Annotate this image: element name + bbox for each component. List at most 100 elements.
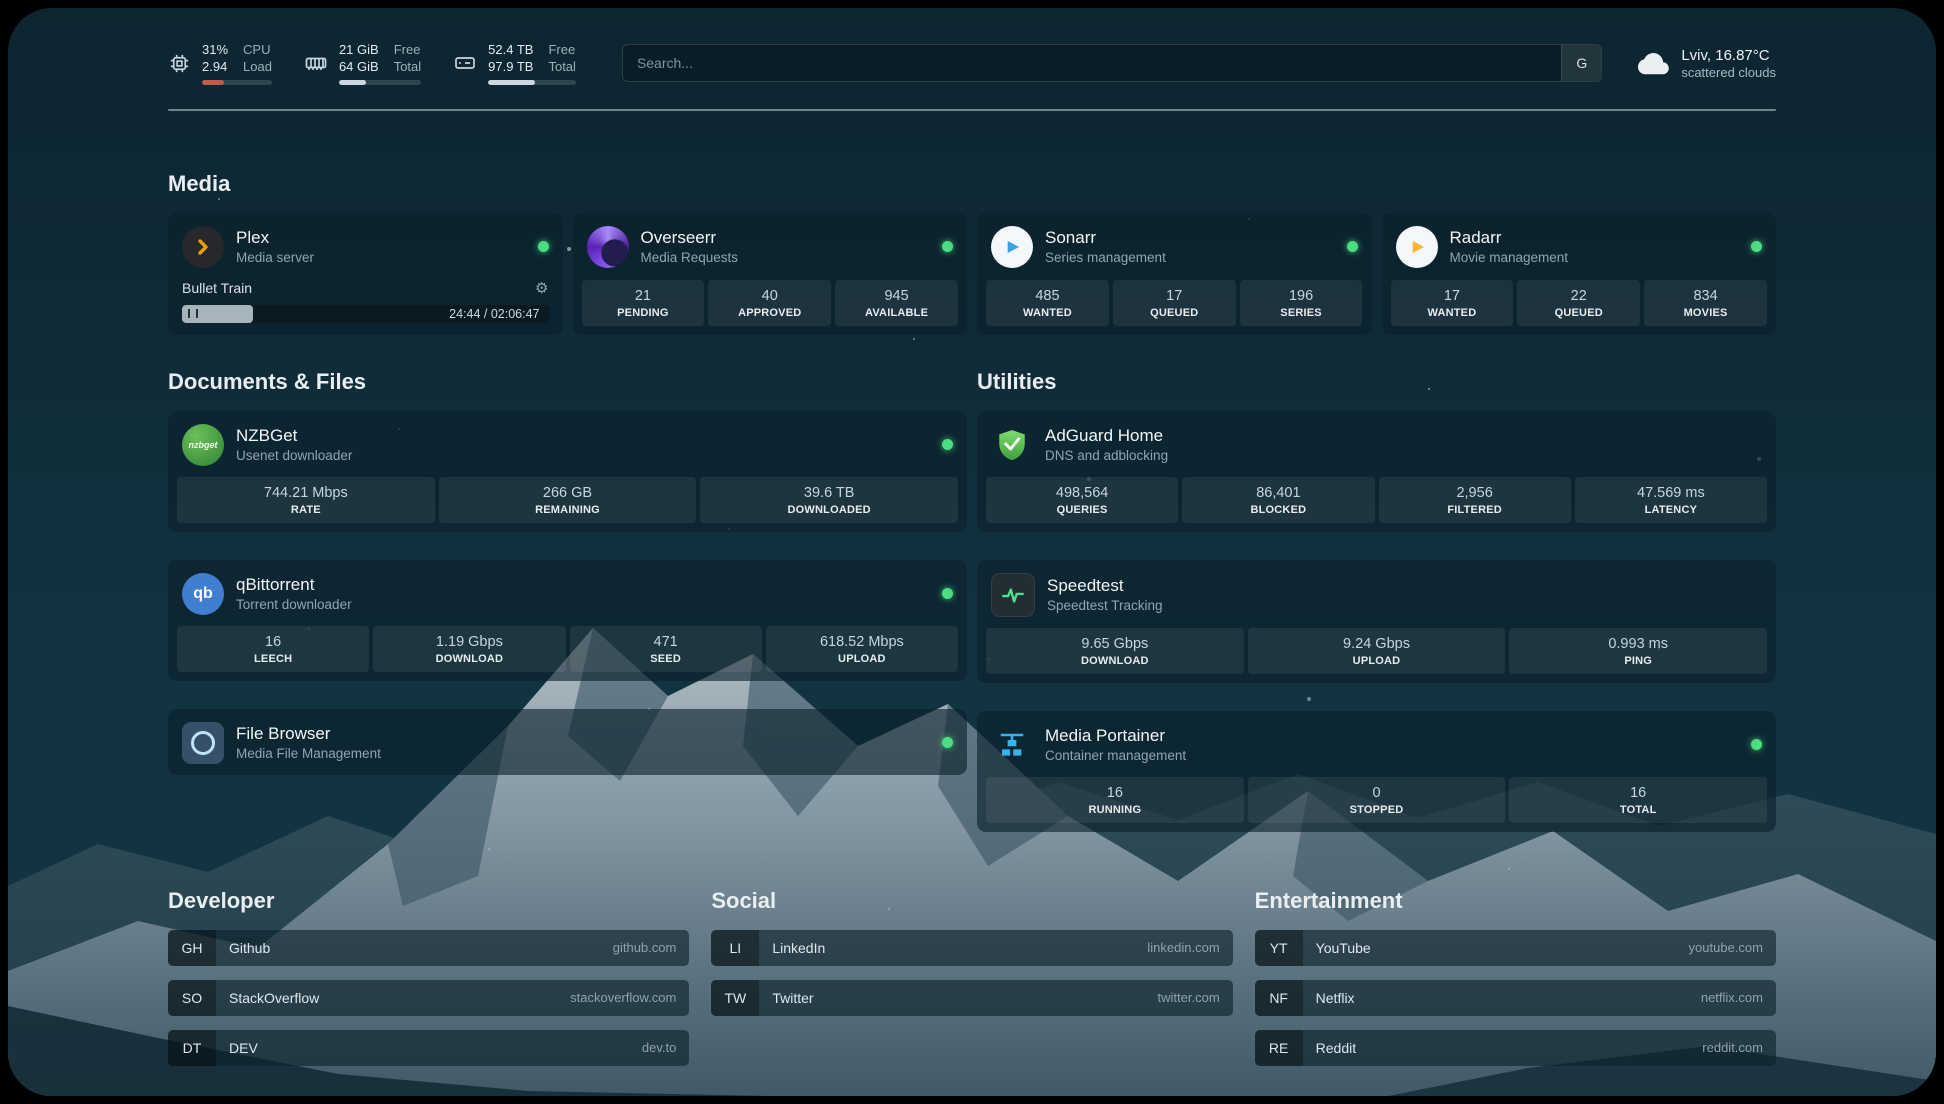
bookmark-name: Netflix bbox=[1316, 990, 1355, 1006]
bookmark-dev[interactable]: DT DEV dev.to bbox=[168, 1030, 689, 1066]
service-card-nzbget[interactable]: nzbget NZBGet Usenet downloader 744.21 M… bbox=[168, 411, 967, 532]
service-name: NZBGet bbox=[236, 426, 352, 446]
service-card-qbittorrent[interactable]: qb qBittorrent Torrent downloader 16 LEE… bbox=[168, 560, 967, 681]
status-dot bbox=[1347, 241, 1358, 252]
service-card-plex[interactable]: Plex Media server Bullet Train ⚙ bbox=[168, 213, 563, 335]
bookmark-name: Reddit bbox=[1316, 1040, 1356, 1056]
stat-queries: 498,564 QUERIES bbox=[986, 477, 1178, 523]
memory-total-label: Total bbox=[394, 59, 421, 76]
bookmark-stackoverflow[interactable]: SO StackOverflow stackoverflow.com bbox=[168, 980, 689, 1016]
bookmark-name: YouTube bbox=[1316, 940, 1371, 956]
search-provider-button[interactable]: G bbox=[1561, 45, 1601, 81]
stat-downloaded: 39.6 TB DOWNLOADED bbox=[700, 477, 958, 523]
stat-upload: 9.24 Gbps UPLOAD bbox=[1248, 628, 1506, 674]
service-card-adguard[interactable]: AdGuard Home DNS and adblocking 498,564 … bbox=[977, 411, 1776, 532]
bookmark-url: youtube.com bbox=[1689, 940, 1763, 955]
disk-usage-bar bbox=[488, 80, 576, 85]
bookmark-youtube[interactable]: YT YouTube youtube.com bbox=[1255, 930, 1776, 966]
bookmark-linkedin[interactable]: LI LinkedIn linkedin.com bbox=[711, 930, 1232, 966]
bookmark-url: stackoverflow.com bbox=[570, 990, 676, 1005]
stat-wanted: 485 WANTED bbox=[986, 280, 1109, 326]
section-title-developer: Developer bbox=[168, 888, 689, 914]
pause-icon[interactable] bbox=[188, 309, 198, 318]
stat-filtered: 2,956 FILTERED bbox=[1379, 477, 1571, 523]
top-bar: 31% CPU 2.94 Load bbox=[168, 42, 1776, 85]
section-title-media: Media bbox=[168, 171, 1776, 197]
status-dot bbox=[1751, 739, 1762, 750]
stat-download: 9.65 Gbps DOWNLOAD bbox=[986, 628, 1244, 674]
status-dot bbox=[942, 439, 953, 450]
gear-icon[interactable]: ⚙ bbox=[535, 279, 548, 297]
bookmark-abbr: GH bbox=[168, 930, 216, 966]
stat-queued: 22 QUEUED bbox=[1517, 280, 1640, 326]
service-description: Usenet downloader bbox=[236, 448, 352, 463]
status-dot bbox=[1751, 241, 1762, 252]
nzbget-icon: nzbget bbox=[182, 424, 224, 466]
bookmark-github[interactable]: GH Github github.com bbox=[168, 930, 689, 966]
service-card-radarr[interactable]: Radarr Movie management 17 WANTED 22 QUE… bbox=[1382, 213, 1777, 335]
section-media: Media Plex Media server bbox=[168, 171, 1776, 335]
stat-wanted: 17 WANTED bbox=[1391, 280, 1514, 326]
service-card-sonarr[interactable]: Sonarr Series management 485 WANTED 17 Q… bbox=[977, 213, 1372, 335]
dashboard-screen: 31% CPU 2.94 Load bbox=[8, 8, 1936, 1096]
search-input[interactable] bbox=[623, 45, 1561, 81]
playback-time: 24:44 / 02:06:47 bbox=[449, 307, 539, 321]
weather-location: Lviv, 16.87°C bbox=[1681, 47, 1776, 64]
bookmark-abbr: YT bbox=[1255, 930, 1303, 966]
cpu-percent: 31% bbox=[202, 42, 228, 59]
service-card-overseerr[interactable]: Overseerr Media Requests 21 PENDING 40 A… bbox=[573, 213, 968, 335]
bookmark-reddit[interactable]: RE Reddit reddit.com bbox=[1255, 1030, 1776, 1066]
bookmark-url: twitter.com bbox=[1158, 990, 1220, 1005]
stat-movies: 834 MOVIES bbox=[1644, 280, 1767, 326]
service-name: qBittorrent bbox=[236, 575, 352, 595]
section-title-social: Social bbox=[711, 888, 1232, 914]
service-card-speedtest[interactable]: Speedtest Speedtest Tracking 9.65 Gbps D… bbox=[977, 560, 1776, 683]
bookmark-twitter[interactable]: TW Twitter twitter.com bbox=[711, 980, 1232, 1016]
stat-running: 16 RUNNING bbox=[986, 777, 1244, 823]
service-description: DNS and adblocking bbox=[1045, 448, 1168, 463]
stat-stopped: 0 STOPPED bbox=[1248, 777, 1506, 823]
adguard-shield-icon bbox=[991, 424, 1033, 466]
bookmark-abbr: NF bbox=[1255, 980, 1303, 1016]
memory-total-value: 64 GiB bbox=[339, 59, 379, 76]
dashboard-content: 31% CPU 2.94 Load bbox=[8, 8, 1936, 1096]
service-name: Media Portainer bbox=[1045, 726, 1186, 746]
section-documents: Documents & Files nzbget NZBGet Usenet d… bbox=[168, 369, 967, 832]
service-description: Container management bbox=[1045, 748, 1186, 763]
stat-blocked: 86,401 BLOCKED bbox=[1182, 477, 1374, 523]
bookmark-abbr: DT bbox=[168, 1030, 216, 1066]
section-utilities: Utilities bbox=[977, 369, 1776, 832]
bookmark-url: linkedin.com bbox=[1147, 940, 1219, 955]
stat-approved: 40 APPROVED bbox=[708, 280, 831, 326]
bookmark-url: netflix.com bbox=[1701, 990, 1763, 1005]
cpu-chip-icon bbox=[168, 52, 191, 75]
stat-latency: 47.569 ms LATENCY bbox=[1575, 477, 1767, 523]
disk-drive-icon bbox=[453, 51, 477, 75]
bookmark-netflix[interactable]: NF Netflix netflix.com bbox=[1255, 980, 1776, 1016]
overseerr-icon bbox=[587, 226, 629, 268]
memory-free-label: Free bbox=[394, 42, 421, 59]
service-card-filebrowser[interactable]: File Browser Media File Management bbox=[168, 709, 967, 775]
disk-widget: 52.4 TB Free 97.9 TB Total bbox=[453, 42, 576, 85]
cloud-icon bbox=[1634, 48, 1670, 78]
bookmark-name: Twitter bbox=[772, 990, 813, 1006]
bookmark-url: dev.to bbox=[642, 1040, 676, 1055]
memory-free-value: 21 GiB bbox=[339, 42, 379, 59]
bookmark-abbr: RE bbox=[1255, 1030, 1303, 1066]
stat-upload: 618.52 Mbps UPLOAD bbox=[766, 626, 958, 672]
radarr-icon bbox=[1396, 226, 1438, 268]
cpu-load-label: Load bbox=[243, 59, 272, 76]
bookmark-url: github.com bbox=[613, 940, 677, 955]
section-title-documents: Documents & Files bbox=[168, 369, 967, 395]
service-card-portainer[interactable]: Media Portainer Container management 16 … bbox=[977, 711, 1776, 832]
cpu-label: CPU bbox=[243, 42, 272, 59]
weather-widget: Lviv, 16.87°C scattered clouds bbox=[1634, 47, 1776, 80]
playback-progress-bar: 24:44 / 02:06:47 bbox=[182, 305, 549, 323]
service-description: Media server bbox=[236, 250, 314, 265]
plex-icon bbox=[182, 226, 224, 268]
status-dot bbox=[942, 737, 953, 748]
service-name: Plex bbox=[236, 228, 314, 248]
stat-download: 1.19 Gbps DOWNLOAD bbox=[373, 626, 565, 672]
bookmark-name: Github bbox=[229, 940, 270, 956]
stat-pending: 21 PENDING bbox=[582, 280, 705, 326]
